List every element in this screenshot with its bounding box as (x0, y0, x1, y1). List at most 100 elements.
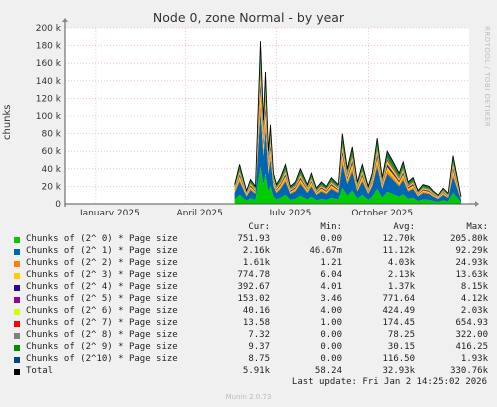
legend-max-value: 8.15k (460, 282, 488, 292)
legend-series-name: Chunks of (2^ 5) * Page size (26, 294, 178, 304)
legend-header-max: Max: (466, 222, 488, 232)
legend-max-value: 416.25 (455, 342, 488, 352)
legend-row: Chunks of (2^ 9) * Page size 9.37 0.00 30.1… (12, 342, 492, 354)
legend-cur-value: 9.37 (248, 342, 270, 352)
legend-row: Chunks of (2^ 2) * Page size 1.61k 1.21 4.0… (12, 258, 492, 270)
legend-header-min: Min: (320, 222, 342, 232)
legend-row: Chunks of (2^ 0) * Page size 751.93 0.00 12… (12, 234, 492, 246)
legend-avg-value: 30.15 (387, 342, 415, 352)
legend-row: Chunks of (2^ 6) * Page size 40.16 4.00 424… (12, 306, 492, 318)
y-tick-labels: 0 20 k 40 k 60 k 80 k 100 k 120 k 140 k 160 k 180… (36, 24, 62, 210)
legend-series-name: Total (26, 366, 54, 376)
legend-swatch (14, 309, 20, 315)
legend-series-name: Chunks of (2^ 0) * Page size (26, 234, 178, 244)
legend-swatch (14, 297, 20, 303)
legend-row: Total 5.91k 58.24 32.93k 330.76k (12, 366, 492, 378)
legend-series-name: Chunks of (2^ 4) * Page size (26, 282, 178, 292)
legend-swatch (14, 285, 20, 291)
legend-series-name: Chunks of (2^ 8) * Page size (26, 330, 178, 340)
legend-cur-value: 1.61k (242, 258, 270, 268)
legend-cur-value: 774.78 (237, 270, 270, 280)
munin-version: Munin 2.0.73 (225, 393, 272, 401)
x-axis-arrow (475, 201, 479, 207)
legend-header: Cur: Min: Avg: Max: (12, 222, 492, 234)
legend-min-value: 3.46 (320, 294, 342, 304)
legend-max-value: 1.93k (460, 354, 488, 364)
area-1 (234, 111, 461, 203)
legend-series-name: Chunks of (2^ 7) * Page size (26, 318, 178, 328)
legend-max-value: 2.03k (460, 306, 488, 316)
chart-canvas: 0 20 k 40 k 60 k 80 k 100 k 120 k 140 k 160 k 180… (36, 18, 479, 215)
legend-avg-value: 78.25 (387, 330, 415, 340)
legend-avg-value: 424.49 (382, 306, 415, 316)
total-path (234, 41, 462, 198)
y-tick-label-0: 0 (55, 200, 61, 210)
legend-row: Chunks of (2^ 5) * Page size 153.02 3.46 77… (12, 294, 492, 306)
legend-swatch (14, 273, 20, 279)
legend-max-value: 205.80k (450, 234, 488, 244)
legend-swatch (14, 369, 20, 375)
y-tick-label-5: 100 k (36, 112, 62, 122)
legend-cur-value: 751.93 (237, 234, 270, 244)
y-tick-label-8: 160 k (36, 59, 62, 69)
legend-max-value: 322.00 (455, 330, 488, 340)
rrdtool-watermark: RRDTOOL / TOBI OETIKER (483, 26, 491, 128)
stacked-areas (234, 41, 461, 204)
legend-swatch (14, 333, 20, 339)
legend-avg-value: 174.45 (382, 318, 415, 328)
last-update: Last update: Fri Jan 2 14:25:02 2026 (291, 377, 487, 387)
legend-series-name: Chunks of (2^ 2) * Page size (26, 258, 178, 268)
legend-avg-value: 11.12k (382, 246, 415, 256)
legend-max-value: 92.29k (455, 246, 488, 256)
legend-row: Chunks of (2^ 8) * Page size 7.32 0.00 78.2… (12, 330, 492, 342)
chart-title: Node 0, zone Normal - by year (152, 10, 345, 25)
legend-row: Chunks of (2^ 1) * Page size 2.16k 46.67m 1… (12, 246, 492, 258)
y-tick-label-4: 80 k (41, 130, 61, 140)
x-tick-label-3: October 2025 (351, 209, 413, 215)
area-0 (234, 166, 461, 204)
total-line (234, 41, 462, 198)
legend-avg-value: 4.03k (387, 258, 415, 268)
legend-header-avg: Avg: (393, 222, 415, 232)
legend-avg-value: 771.64 (382, 294, 415, 304)
legend-min-value: 0.00 (320, 354, 342, 364)
legend-series-name: Chunks of (2^ 1) * Page size (26, 246, 178, 256)
legend-row: Chunks of (2^ 4) * Page size 392.67 4.01 1.… (12, 282, 492, 294)
legend-min-value: 6.04 (320, 270, 342, 280)
legend-min-value: 58.24 (314, 366, 342, 376)
legend-rows: Chunks of (2^ 0) * Page size 751.93 0.00 12… (12, 234, 492, 378)
y-tick-label-6: 120 k (36, 94, 62, 104)
y-axis-arrow (62, 18, 68, 22)
legend-min-value: 4.00 (320, 306, 342, 316)
legend-cur-value: 153.02 (237, 294, 270, 304)
legend-swatch (14, 261, 20, 267)
legend: Cur: Min: Avg: Max: Chunks of (2^ 0) * P… (12, 222, 492, 378)
y-tick-label-3: 60 k (41, 147, 61, 157)
legend-cur-value: 8.75 (248, 354, 270, 364)
legend-max-value: 24.93k (455, 258, 488, 268)
legend-min-value: 0.00 (320, 330, 342, 340)
legend-max-value: 654.93 (455, 318, 488, 328)
legend-avg-value: 116.50 (382, 354, 415, 364)
legend-avg-value: 1.37k (387, 282, 415, 292)
legend-row: Chunks of (2^ 7) * Page size 13.58 1.00 174… (12, 318, 492, 330)
legend-series-name: Chunks of (2^ 9) * Page size (26, 342, 178, 352)
legend-series-name: Chunks of (2^ 3) * Page size (26, 270, 178, 280)
legend-min-value: 46.67m (309, 246, 342, 256)
legend-row: Chunks of (2^ 3) * Page size 774.78 6.04 2.… (12, 270, 492, 282)
y-tick-label-7: 140 k (36, 77, 62, 87)
legend-cur-value: 392.67 (237, 282, 270, 292)
y-tick-label-10: 200 k (36, 24, 62, 34)
y-tick-label-1: 20 k (41, 182, 61, 192)
legend-max-value: 4.12k (460, 294, 488, 304)
legend-min-value: 1.21 (320, 258, 342, 268)
legend-series-name: Chunks of (2^ 6) * Page size (26, 306, 178, 316)
legend-avg-value: 32.93k (382, 366, 415, 376)
legend-min-value: 0.00 (320, 234, 342, 244)
x-tick-label-1: April 2025 (176, 209, 222, 215)
legend-max-value: 13.63k (455, 270, 488, 280)
legend-cur-value: 40.16 (242, 306, 270, 316)
y-tick-label-2: 40 k (41, 165, 61, 175)
legend-min-value: 4.01 (320, 282, 342, 292)
legend-swatch (14, 249, 20, 255)
